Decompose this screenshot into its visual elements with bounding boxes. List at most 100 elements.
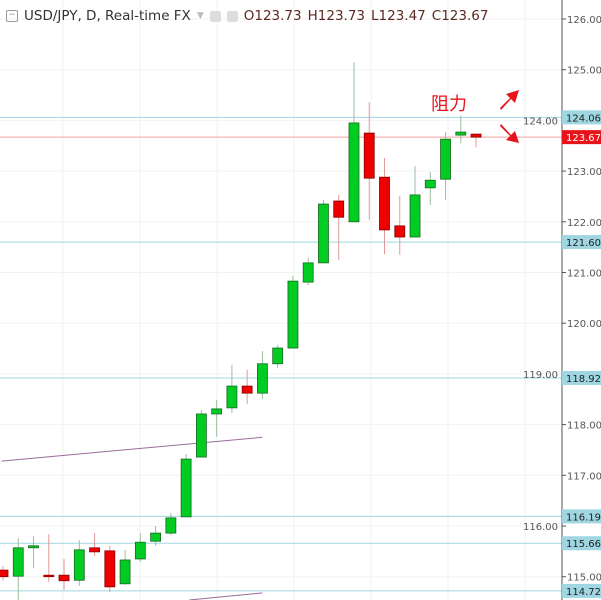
candle-body <box>211 408 223 415</box>
arrow-up-icon <box>500 90 519 110</box>
candle <box>394 195 406 255</box>
level-label: 116.19 <box>566 512 601 523</box>
candle <box>134 533 146 562</box>
price-axis <box>562 0 601 600</box>
candle-body <box>363 132 375 179</box>
candle-body <box>394 225 406 238</box>
candle <box>440 132 451 200</box>
candle-body <box>348 122 360 223</box>
level-label: 121.60 <box>566 238 601 249</box>
candle-body <box>165 517 177 534</box>
candle-body <box>119 559 131 585</box>
candle <box>333 194 345 260</box>
candle-body <box>241 385 253 394</box>
candle <box>211 399 223 437</box>
level-label: 124.06 <box>566 113 601 124</box>
candle-body <box>226 385 238 409</box>
close-value: C123.67 <box>431 8 489 24</box>
level-badge <box>562 536 601 551</box>
candle <box>226 364 238 413</box>
level-label: 118.92 <box>566 374 601 385</box>
candle-body <box>134 541 146 560</box>
axis-tick-label: 116.00 <box>523 522 558 533</box>
candle-body <box>195 413 207 458</box>
arrow-down-icon <box>500 124 519 143</box>
candle <box>455 115 467 144</box>
candle-body <box>333 200 345 218</box>
axis-tick-label: 124.00 <box>523 116 558 127</box>
candle-body <box>287 280 299 349</box>
candle <box>409 166 421 238</box>
axis-tick-label: 117.00 <box>567 471 601 482</box>
axis-tick-label: 120.00 <box>567 319 601 330</box>
candle <box>58 558 70 590</box>
candle <box>119 549 131 585</box>
trendline <box>1 436 263 462</box>
candle-body <box>180 458 192 518</box>
high-value: H123.73 <box>307 8 365 24</box>
low-value: L123.47 <box>371 8 426 24</box>
candle <box>89 533 100 556</box>
axis-tick-label: 115.00 <box>567 573 601 584</box>
candle-body <box>318 203 329 264</box>
axis-tick-label: 119.00 <box>523 370 558 381</box>
level-label: 114.72 <box>566 587 601 598</box>
level-badge <box>562 110 601 125</box>
candle <box>12 538 24 600</box>
last-price-badge <box>562 130 601 145</box>
candle-body <box>272 347 284 365</box>
candle-body <box>257 363 268 394</box>
axis-tick-label: 126.00 <box>567 15 601 26</box>
candle-body <box>440 138 451 180</box>
dropdown-icon[interactable]: ▼ <box>196 11 204 21</box>
candle <box>348 62 360 223</box>
candle <box>363 102 375 220</box>
axis-tick-label: 121.00 <box>567 269 601 280</box>
candle <box>302 257 314 286</box>
symbol-title[interactable]: USD/JPY, D, Real-time FX <box>24 8 191 24</box>
candle-body <box>150 532 162 542</box>
candle <box>104 545 116 592</box>
candle-body <box>73 549 85 581</box>
candle-body <box>43 574 55 578</box>
candle <box>180 454 192 518</box>
open-value: O123.73 <box>243 8 302 24</box>
collapse-icon[interactable]: − <box>6 10 18 22</box>
candle-body <box>302 262 314 283</box>
candle <box>272 345 284 368</box>
candle <box>470 133 482 148</box>
trendline <box>189 592 263 600</box>
candle-body <box>0 569 9 578</box>
candle-body <box>12 547 24 577</box>
level-badge <box>562 509 601 524</box>
candle-body <box>424 179 436 189</box>
candle <box>195 409 207 458</box>
candle <box>241 369 253 404</box>
candle <box>165 512 177 536</box>
candle <box>424 172 436 206</box>
candle <box>318 199 329 264</box>
level-badge <box>562 235 601 250</box>
candle <box>28 536 39 569</box>
candle <box>287 276 299 349</box>
candle-body <box>455 131 467 136</box>
axis-tick-label: 123.00 <box>567 167 601 178</box>
candle-body <box>409 194 421 238</box>
candle-body <box>470 133 482 138</box>
candle-body <box>58 574 70 582</box>
chart-header: − USD/JPY, D, Real-time FX ▼ O123.73 H12… <box>6 8 488 24</box>
candle <box>257 351 268 400</box>
candle <box>73 540 85 586</box>
candle <box>379 157 390 255</box>
candle <box>150 526 162 546</box>
settings-icon[interactable] <box>226 10 238 22</box>
candle-body <box>28 545 39 549</box>
visibility-icon[interactable] <box>209 10 221 22</box>
candle-body <box>379 176 390 231</box>
candle <box>0 566 9 581</box>
axis-tick-label: 118.00 <box>567 421 601 432</box>
candle <box>43 534 55 582</box>
axis-tick-label: 122.00 <box>567 218 601 229</box>
